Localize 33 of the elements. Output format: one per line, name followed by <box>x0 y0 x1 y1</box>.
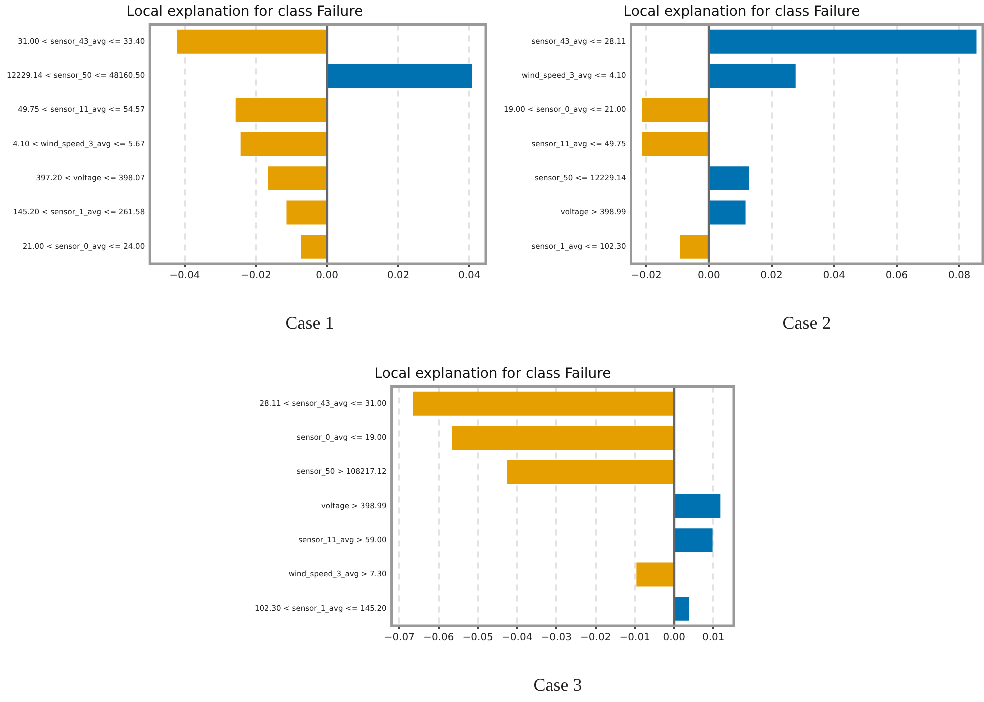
x-tick-label: 0.00 <box>698 270 720 282</box>
x-tick-label: 0.06 <box>886 270 908 282</box>
x-tick-label: −0.04 <box>170 270 200 282</box>
x-tick-label: −0.05 <box>462 632 494 644</box>
bar <box>710 200 746 225</box>
x-tick-label: 0.04 <box>823 270 846 282</box>
x-tick-label: −0.01 <box>620 632 650 644</box>
bar <box>680 234 708 259</box>
x-tick-label: −0.02 <box>580 632 612 644</box>
x-tick-label: −0.02 <box>240 270 272 282</box>
chart-title: Local explanation for class Failure <box>374 366 612 382</box>
x-tick-label: 0.02 <box>387 270 410 282</box>
chart-title: Local explanation for class Failure <box>624 4 860 20</box>
text: Case 3 <box>532 675 584 696</box>
bar <box>642 98 708 122</box>
bar <box>710 166 750 191</box>
x-tick-label: 0.04 <box>458 270 481 282</box>
x-tick-label: 0.00 <box>663 632 686 644</box>
text: Case 1 <box>284 313 336 334</box>
x-tick-label: 0.02 <box>760 270 783 282</box>
text: Case 2 <box>782 313 832 334</box>
bar <box>642 132 708 156</box>
bar <box>710 64 796 88</box>
x-tick-label: −0.02 <box>631 270 662 282</box>
x-tick-label: −0.04 <box>502 632 533 644</box>
bar <box>710 30 977 54</box>
x-tick-label: 0.08 <box>948 270 971 282</box>
x-tick-label: −0.06 <box>424 632 454 644</box>
x-tick-label: −0.03 <box>541 632 572 644</box>
x-tick-label: 0.00 <box>316 270 338 282</box>
chart-title: Local explanation for class Failure <box>126 4 364 20</box>
x-tick-label: 0.01 <box>702 632 725 644</box>
x-tick-label: −0.07 <box>384 632 415 644</box>
